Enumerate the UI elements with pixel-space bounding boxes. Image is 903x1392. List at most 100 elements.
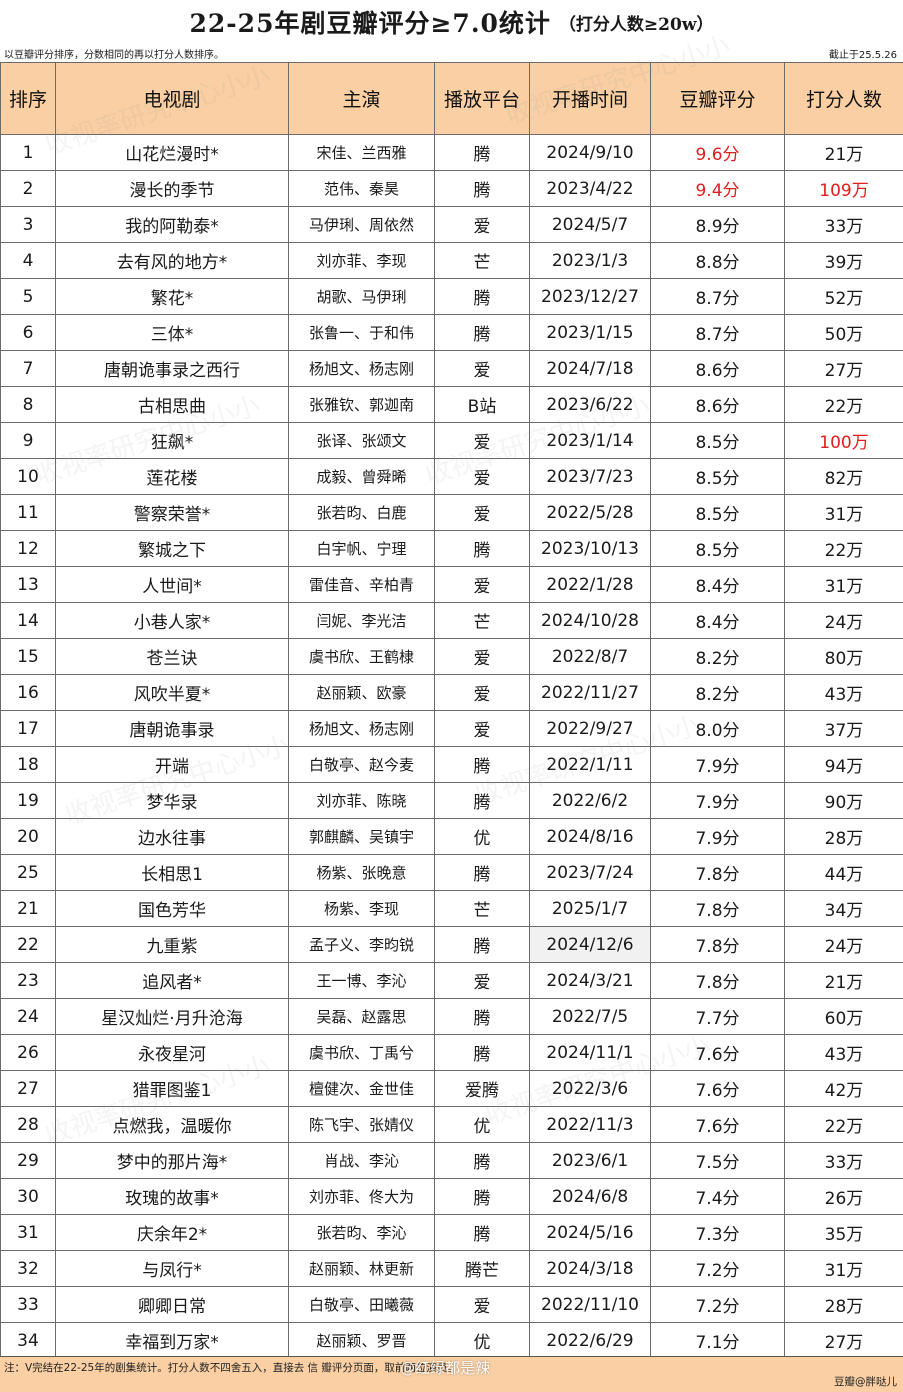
cell-score: 7.2分 bbox=[651, 1251, 785, 1287]
cell-date: 2023/7/23 bbox=[530, 459, 651, 495]
cell-votes: 50万 bbox=[785, 315, 903, 351]
cell-votes: 42万 bbox=[785, 1071, 903, 1107]
cell-actors: 白敬亭、赵今麦 bbox=[289, 747, 435, 783]
cell-drama: 小巷人家* bbox=[56, 603, 289, 639]
cell-date: 2022/1/28 bbox=[530, 567, 651, 603]
cell-actors: 刘亦菲、佟大为 bbox=[289, 1179, 435, 1215]
cell-platform: B站 bbox=[435, 387, 530, 423]
cell-rank: 22 bbox=[1, 927, 56, 963]
cell-votes: 34万 bbox=[785, 891, 903, 927]
cell-score: 8.7分 bbox=[651, 315, 785, 351]
cell-votes: 22万 bbox=[785, 531, 903, 567]
cell-date: 2022/8/7 bbox=[530, 639, 651, 675]
cell-platform: 腾 bbox=[435, 783, 530, 819]
cell-rank: 4 bbox=[1, 243, 56, 279]
title-bar: 22-25年剧豆瓣评分≥7.0统计 （打分人数≥20w） bbox=[0, 0, 903, 45]
cell-drama: 永夜星河 bbox=[56, 1035, 289, 1071]
cell-drama: 幸福到万家* bbox=[56, 1323, 289, 1359]
cell-actors: 郭麒麟、吴镇宇 bbox=[289, 819, 435, 855]
cell-drama: 玫瑰的故事* bbox=[56, 1179, 289, 1215]
cell-votes: 27万 bbox=[785, 1323, 903, 1359]
cell-platform: 爱 bbox=[435, 459, 530, 495]
cell-platform: 爱 bbox=[435, 423, 530, 459]
cell-votes: 35万 bbox=[785, 1215, 903, 1251]
cell-actors: 刘亦菲、陈晓 bbox=[289, 783, 435, 819]
cell-platform: 腾 bbox=[435, 855, 530, 891]
cell-platform: 腾 bbox=[435, 315, 530, 351]
cell-votes: 90万 bbox=[785, 783, 903, 819]
cell-platform: 芒 bbox=[435, 891, 530, 927]
cell-score: 8.5分 bbox=[651, 423, 785, 459]
cell-rank: 16 bbox=[1, 675, 56, 711]
cell-score: 7.9分 bbox=[651, 819, 785, 855]
cell-rank: 11 bbox=[1, 495, 56, 531]
cell-platform: 芒 bbox=[435, 603, 530, 639]
cell-votes: 21万 bbox=[785, 135, 903, 171]
cell-date: 2024/5/16 bbox=[530, 1215, 651, 1251]
cell-rank: 26 bbox=[1, 1035, 56, 1071]
cell-date: 2024/7/18 bbox=[530, 351, 651, 387]
cell-date: 2023/7/24 bbox=[530, 855, 651, 891]
cell-actors: 吴磊、赵露思 bbox=[289, 999, 435, 1035]
column-header-date: 开播时间 bbox=[530, 63, 651, 135]
cell-date: 2025/1/7 bbox=[530, 891, 651, 927]
cell-actors: 白宇帆、宁理 bbox=[289, 531, 435, 567]
cell-votes: 21万 bbox=[785, 963, 903, 999]
cell-score: 7.8分 bbox=[651, 963, 785, 999]
cell-platform: 爱 bbox=[435, 351, 530, 387]
cell-platform: 爱 bbox=[435, 567, 530, 603]
cell-platform: 腾 bbox=[435, 999, 530, 1035]
cell-platform: 爱 bbox=[435, 963, 530, 999]
cell-votes: 24万 bbox=[785, 927, 903, 963]
cell-platform: 优 bbox=[435, 1107, 530, 1143]
cell-rank: 29 bbox=[1, 1143, 56, 1179]
cell-date: 2024/12/6 bbox=[530, 927, 651, 963]
cell-platform: 爱腾 bbox=[435, 1071, 530, 1107]
cell-rank: 28 bbox=[1, 1107, 56, 1143]
cell-votes: 39万 bbox=[785, 243, 903, 279]
cell-actors: 杨紫、李现 bbox=[289, 891, 435, 927]
cell-drama: 与凤行* bbox=[56, 1251, 289, 1287]
cell-drama: 国色芳华 bbox=[56, 891, 289, 927]
cell-votes: 22万 bbox=[785, 1107, 903, 1143]
cell-score: 7.8分 bbox=[651, 927, 785, 963]
cell-score: 8.4分 bbox=[651, 567, 785, 603]
cell-date: 2022/1/11 bbox=[530, 747, 651, 783]
cell-rank: 31 bbox=[1, 1215, 56, 1251]
cell-drama: 开端 bbox=[56, 747, 289, 783]
cell-actors: 虞书欣、丁禹兮 bbox=[289, 1035, 435, 1071]
cell-actors: 杨旭文、杨志刚 bbox=[289, 351, 435, 387]
cell-score: 7.7分 bbox=[651, 999, 785, 1035]
cell-drama: 边水往事 bbox=[56, 819, 289, 855]
cell-votes: 33万 bbox=[785, 207, 903, 243]
cell-platform: 爱 bbox=[435, 207, 530, 243]
cell-date: 2024/9/10 bbox=[530, 135, 651, 171]
cell-date: 2023/1/3 bbox=[530, 243, 651, 279]
cell-score: 7.2分 bbox=[651, 1287, 785, 1323]
cell-date: 2024/6/8 bbox=[530, 1179, 651, 1215]
cell-drama: 人世间* bbox=[56, 567, 289, 603]
cell-actors: 张若昀、白鹿 bbox=[289, 495, 435, 531]
cell-actors: 杨旭文、杨志刚 bbox=[289, 711, 435, 747]
cell-actors: 范伟、秦昊 bbox=[289, 171, 435, 207]
cell-date: 2023/10/13 bbox=[530, 531, 651, 567]
cell-platform: 腾 bbox=[435, 1179, 530, 1215]
cell-drama: 追风者* bbox=[56, 963, 289, 999]
column-header-votes: 打分人数 bbox=[785, 63, 903, 135]
cell-votes: 43万 bbox=[785, 1035, 903, 1071]
cell-score: 9.6分 bbox=[651, 135, 785, 171]
cell-rank: 25 bbox=[1, 855, 56, 891]
